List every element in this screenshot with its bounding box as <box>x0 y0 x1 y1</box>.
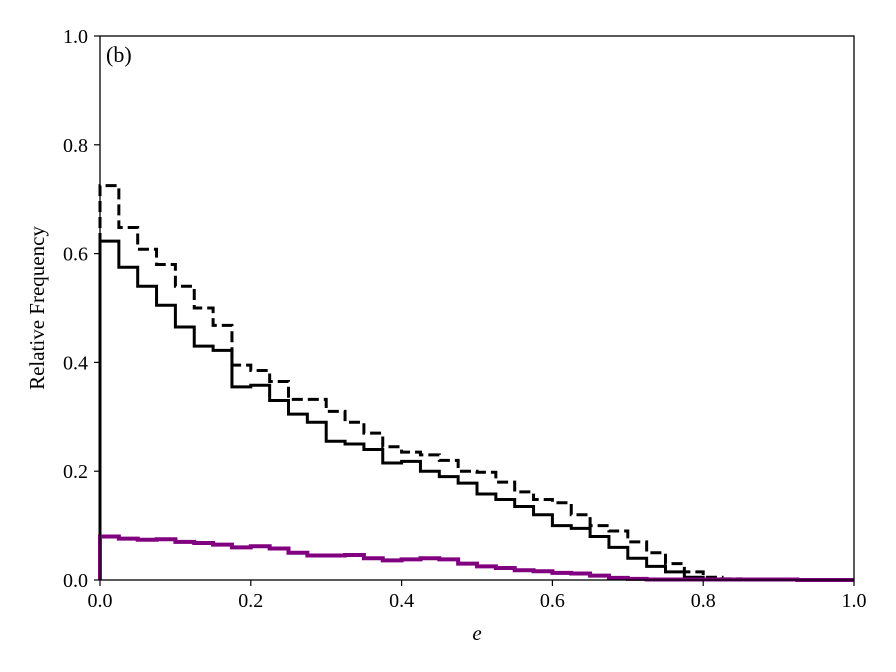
x-axis-label: e <box>472 621 481 645</box>
tick-layer: 0.0 0.2 0.4 0.6 0.8 1.0 0.0 0.2 0.4 0.6 0.8 1.0 <box>63 26 867 612</box>
x-tick-label-2: 0.4 <box>389 590 414 612</box>
y-tick-label-4: 0.8 <box>63 135 88 157</box>
x-tick-label-4: 0.8 <box>691 590 716 612</box>
y-tick-label-3: 0.6 <box>63 244 88 266</box>
x-tick-label-5: 1.0 <box>842 590 867 612</box>
panel-label: (b) <box>106 42 132 67</box>
x-tick-label-0: 0.0 <box>88 590 113 612</box>
series-line-1 <box>98 184 854 582</box>
x-tick-label-3: 0.6 <box>540 590 565 612</box>
y-tick-label-2: 0.4 <box>63 352 88 374</box>
x-tick-label-1: 0.2 <box>238 590 263 612</box>
plot-frame <box>99 35 855 581</box>
series-line-2 <box>98 239 854 582</box>
y-tick-label-5: 1.0 <box>63 26 88 48</box>
y-tick-label-0: 0.0 <box>63 570 88 592</box>
y-axis-label: Relative Frequency <box>25 226 49 390</box>
y-tick-label-1: 0.2 <box>63 461 88 483</box>
